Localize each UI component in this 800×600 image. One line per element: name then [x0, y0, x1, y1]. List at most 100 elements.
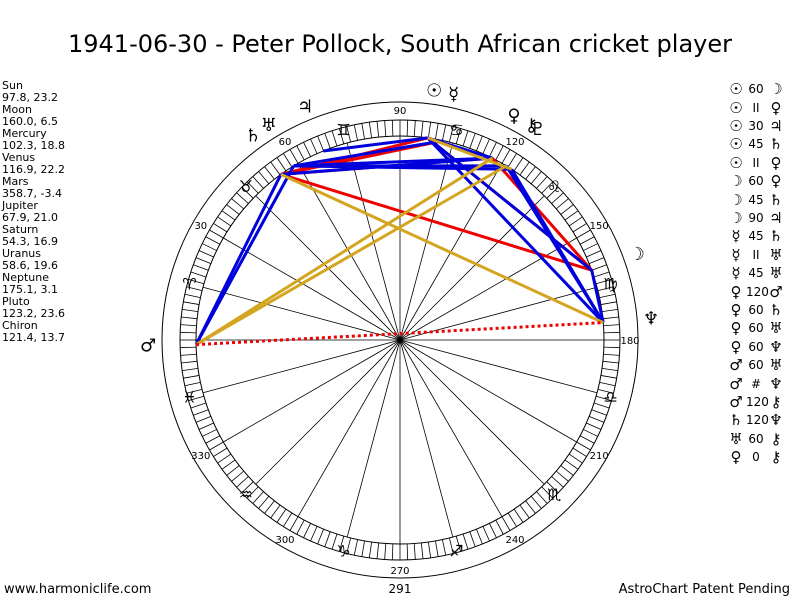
planet-positions-list: Sun 97.8, 23.2 Moon 160.0, 6.5 Mercury 102.3,… — [2, 80, 65, 344]
degree-tick — [181, 316, 198, 320]
website-link[interactable]: www.harmoniclife.com — [4, 582, 152, 597]
aspect-symbol: 60 — [748, 82, 764, 97]
house-spoke — [399, 339, 577, 443]
zodiac-sign-icon: ♐ — [449, 542, 463, 561]
degree-tick — [546, 481, 559, 494]
degree-tick — [180, 331, 197, 334]
degree-tick — [427, 122, 432, 139]
planet-name: Sun — [2, 79, 23, 92]
degree-tick — [324, 531, 331, 547]
planet-icon: ♂ — [140, 336, 156, 357]
zodiac-sign-icon: ♈ — [182, 275, 196, 294]
degree-tick — [202, 429, 217, 437]
degree-tick — [513, 157, 524, 172]
degree-label: 90 — [394, 106, 407, 117]
aspect-symbol: 60 — [748, 339, 764, 354]
planet-coords: 102.3, 18.8 — [2, 139, 65, 152]
degree-tick — [361, 540, 365, 557]
aspect-symbol: 45 — [748, 192, 764, 207]
aspect-row: ☉ II ♀ — [726, 154, 786, 172]
degree-label: 150 — [590, 221, 609, 232]
degree-tick — [188, 395, 205, 402]
aspect-line — [280, 172, 604, 324]
degree-label: 120 — [505, 137, 524, 148]
degree-label: 330 — [191, 451, 210, 462]
planet-coords: 175.1, 3.1 — [2, 283, 58, 296]
planet-icon: ☽ — [629, 244, 645, 265]
degree-tick — [221, 210, 236, 221]
degree-tick — [258, 171, 270, 184]
degree-tick — [455, 128, 462, 145]
degree-tick — [593, 271, 610, 278]
degree-tick — [231, 198, 244, 210]
degree-tick — [195, 416, 212, 423]
aspect-row: ♄ 120♆ — [726, 411, 786, 429]
degree-tick — [602, 316, 619, 320]
degree-tick — [469, 133, 476, 149]
aspect-symbol: 120 — [746, 394, 769, 409]
degree-tick — [258, 496, 270, 509]
zodiac-sign-icon: ♊ — [336, 120, 350, 139]
degree-tick — [413, 120, 416, 137]
aspect-planet-1-icon: ☽ — [729, 190, 743, 209]
aspect-planet-2-icon: ♅ — [769, 356, 783, 375]
aspect-planet-1-icon: ☉ — [729, 98, 743, 117]
degree-tick — [530, 171, 542, 184]
degree-tick — [252, 491, 264, 504]
aspect-planet-1-icon: ☿ — [731, 227, 741, 246]
planet-coords: 123.2, 23.6 — [2, 307, 65, 320]
degree-tick — [462, 130, 469, 147]
zodiac-sign-icon: ♍ — [603, 275, 617, 294]
degree-tick — [595, 278, 612, 285]
aspect-planet-1-icon: ♂ — [729, 374, 743, 393]
planet-coords: 358.7, -3.4 — [2, 187, 62, 200]
degree-tick — [195, 257, 212, 264]
degree-tick — [501, 516, 511, 531]
degree-tick — [586, 250, 602, 258]
degree-tick — [391, 120, 394, 137]
degree-tick — [264, 500, 275, 514]
degree-tick — [296, 519, 305, 535]
aspect-planet-1-icon: ♀ — [730, 282, 742, 301]
aspect-line — [195, 321, 604, 347]
aspect-list: ☉ 60 ☽ ☉ II ♀ ☉ 30 ♃ ☉ 45 ♄ ☉ II ♀ ☽ 60 ♀ ☽ 45 ♄ ☽ 90 ♃ ☿ 45 ♄ ☿ II ♅… — [726, 80, 786, 466]
degree-tick — [198, 422, 214, 430]
degree-tick — [603, 346, 620, 349]
degree-tick — [213, 223, 228, 233]
house-spoke — [223, 237, 401, 341]
aspect-planet-2-icon: ♄ — [769, 135, 783, 154]
degree-tick — [406, 543, 409, 560]
degree-tick — [310, 138, 318, 154]
aspect-planet-2-icon: ♃ — [769, 117, 783, 136]
degree-tick — [556, 470, 569, 482]
degree-tick — [246, 181, 259, 194]
degree-tick — [181, 360, 198, 364]
degree-tick — [541, 181, 554, 194]
planet-coords: 121.4, 13.7 — [2, 331, 65, 344]
aspect-planet-2-icon: ♅ — [769, 264, 783, 283]
degree-tick — [427, 541, 432, 558]
aspect-line — [426, 136, 593, 272]
degree-tick — [593, 402, 610, 409]
aspect-line — [427, 136, 513, 171]
planet-icon: ⚷ — [525, 115, 538, 136]
aspect-symbol: 45 — [748, 266, 764, 281]
degree-tick — [270, 161, 281, 176]
aspect-planet-2-icon: ♄ — [769, 300, 783, 319]
degree-tick — [184, 382, 201, 387]
aspect-symbol: 45 — [748, 137, 764, 152]
degree-tick — [353, 539, 358, 556]
degree-tick — [603, 324, 620, 327]
degree-tick — [182, 308, 199, 313]
aspect-row: ♂ 60 ♅ — [726, 356, 786, 374]
house-spoke — [346, 339, 401, 538]
aspect-row: ☉ II ♀ — [726, 98, 786, 117]
outer-ring — [161, 101, 639, 579]
planet-icon: ☿ — [448, 84, 459, 105]
degree-tick — [217, 216, 232, 227]
aspect-symbol: II — [752, 247, 760, 262]
degree-tick — [190, 402, 207, 409]
degree-tick — [586, 422, 602, 430]
degree-tick — [283, 153, 293, 168]
planet-name: Uranus — [2, 247, 41, 260]
